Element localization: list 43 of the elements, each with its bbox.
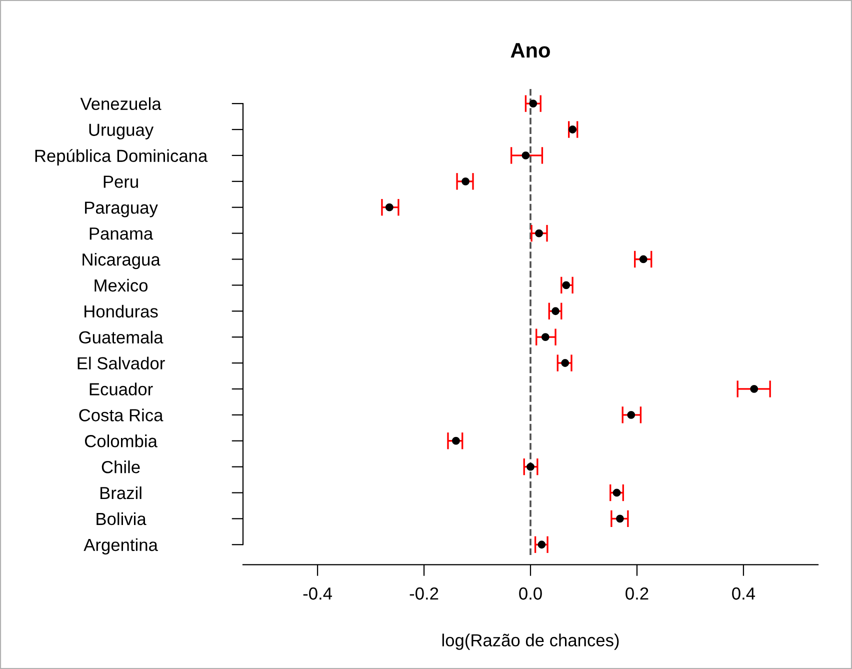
point — [616, 514, 624, 523]
x-tick-label: 0.0 — [519, 587, 542, 600]
y-tick-label: El Salvador — [78, 356, 165, 370]
point — [561, 359, 570, 367]
point — [552, 307, 560, 316]
y-tick-label: Paraguay — [85, 202, 158, 218]
y-tick-label: Colombia — [84, 434, 158, 448]
x-tick-label: -0.2 — [410, 587, 438, 600]
point — [526, 462, 534, 471]
point — [750, 385, 758, 393]
point — [535, 229, 543, 238]
point — [522, 152, 530, 160]
point — [562, 281, 570, 290]
point — [568, 126, 577, 134]
y-tick-label: Panama — [90, 228, 154, 240]
x-tick-label: 0.2 — [626, 587, 648, 600]
y-tick-label: Honduras — [84, 304, 158, 318]
y-tick-label: Brazil — [100, 486, 142, 500]
point — [452, 436, 460, 445]
y-tick-label: Argentina — [84, 538, 158, 555]
point — [538, 540, 546, 549]
x-tick-label: -0.4 — [303, 587, 332, 600]
point — [462, 177, 470, 186]
y-tick-label: Uruguay — [89, 124, 154, 140]
y-tick-label: Costa Rica — [79, 408, 164, 422]
point — [541, 333, 550, 342]
y-tick-label: Mexico — [94, 278, 148, 292]
x-axis-title: log(Razão de chances) — [442, 634, 619, 650]
point — [627, 410, 636, 419]
chart-title: Ano — [510, 43, 550, 58]
y-tick-label: Venezuela — [80, 97, 162, 110]
x-tick-label: 0.4 — [732, 587, 756, 600]
y-tick-label: Nicaragua — [82, 252, 160, 270]
point — [529, 100, 538, 108]
y-tick-label: Chile — [102, 460, 140, 474]
point — [385, 203, 394, 212]
point — [639, 255, 648, 264]
y-tick-label: República Dominicana — [35, 149, 208, 166]
y-tick-label: Peru — [104, 176, 138, 188]
y-tick-label: Guatemala — [79, 330, 164, 344]
y-tick-label: Bolivia — [96, 512, 146, 526]
point — [612, 488, 621, 497]
y-tick-label: Ecuador — [90, 382, 153, 396]
